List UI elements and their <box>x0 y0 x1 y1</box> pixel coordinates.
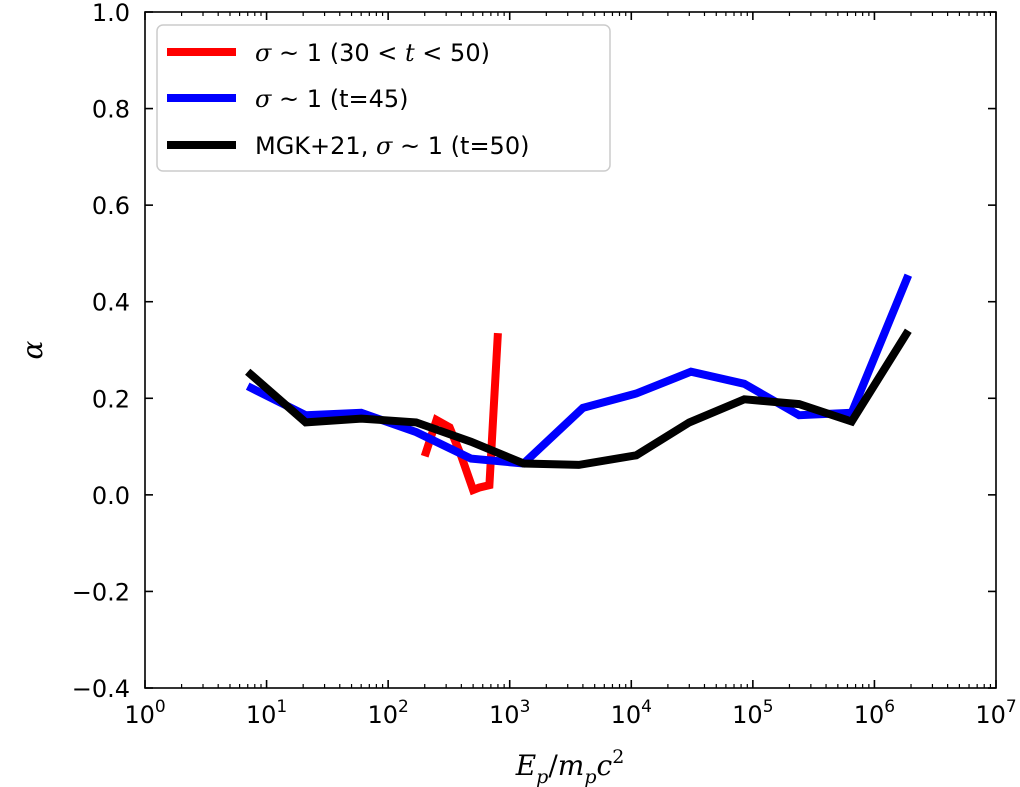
series-lines <box>245 273 912 496</box>
y-tick-label: 0.8 <box>92 96 130 124</box>
y-tick-label: −0.4 <box>72 675 130 703</box>
legend-box <box>156 24 611 172</box>
y-tick-label: 0.6 <box>92 192 130 220</box>
x-tick-label: 101 <box>246 697 287 729</box>
y-tick-label: 0.2 <box>92 385 130 413</box>
series-line-2 <box>245 273 912 468</box>
x-tick-label: 107 <box>975 697 1016 729</box>
y-axis-label: α <box>16 340 49 359</box>
legend-label-blue: σ ~ 1 (t=45) <box>255 85 409 113</box>
series-line-1 <box>420 332 502 496</box>
x-tick-label: 105 <box>732 697 773 729</box>
x-axis-label: Ep/mpc2 <box>515 746 625 787</box>
series-line-3 <box>245 328 912 469</box>
x-tick-label: 106 <box>854 697 895 729</box>
y-tick-labels: −0.4 −0.2 0.0 0.2 0.4 0.6 0.8 1.0 <box>72 0 130 703</box>
x-tick-label: 100 <box>124 697 165 729</box>
legend: σ ~ 1 (30 < t < 50) σ ~ 1 (t=45) MGK+21,… <box>156 24 611 172</box>
x-tick-label: 102 <box>367 697 408 729</box>
y-tick-label: 0.4 <box>92 289 130 317</box>
y-tick-label: −0.2 <box>72 578 130 606</box>
x-tick-labels: 100 101 102 103 104 105 106 107 <box>124 697 1016 729</box>
y-tick-label: 1.0 <box>92 0 130 27</box>
x-tick-label: 104 <box>611 697 652 729</box>
legend-label-black: MGK+21, σ ~ 1 (t=50) <box>255 132 529 160</box>
legend-label-red: σ ~ 1 (30 < t < 50) <box>255 39 490 67</box>
plot-frame <box>144 11 997 689</box>
x-tick-label: 103 <box>489 697 530 729</box>
y-tick-label: 0.0 <box>92 482 130 510</box>
